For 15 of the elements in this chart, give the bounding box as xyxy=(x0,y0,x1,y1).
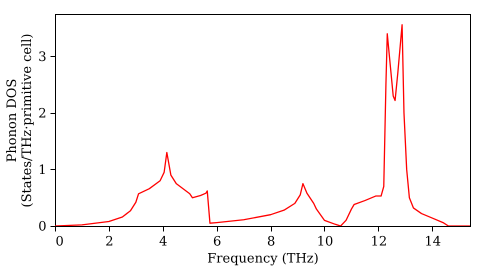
y-axis-title: Phonon DOS (States/THz·primitive cell) xyxy=(5,33,36,208)
x-tick-label: 12 xyxy=(370,234,388,250)
y-tick-label: 0 xyxy=(38,220,46,234)
y-tick-label: 1 xyxy=(38,162,46,178)
x-tick-label: 2 xyxy=(105,234,114,250)
x-tick-label: 14 xyxy=(424,234,442,250)
x-tick-label: 10 xyxy=(316,234,334,250)
y-tick-label: 3 xyxy=(38,50,46,65)
line-series xyxy=(55,24,470,226)
x-axis-title: Frequency (THz) xyxy=(207,252,319,266)
x-tick-label: 4 xyxy=(159,234,168,250)
x-tick-label: 8 xyxy=(266,234,276,250)
x-tick-label: 0 xyxy=(56,234,64,250)
y-tick-label: 2 xyxy=(38,106,46,122)
x-tick-label: 6 xyxy=(213,234,222,250)
